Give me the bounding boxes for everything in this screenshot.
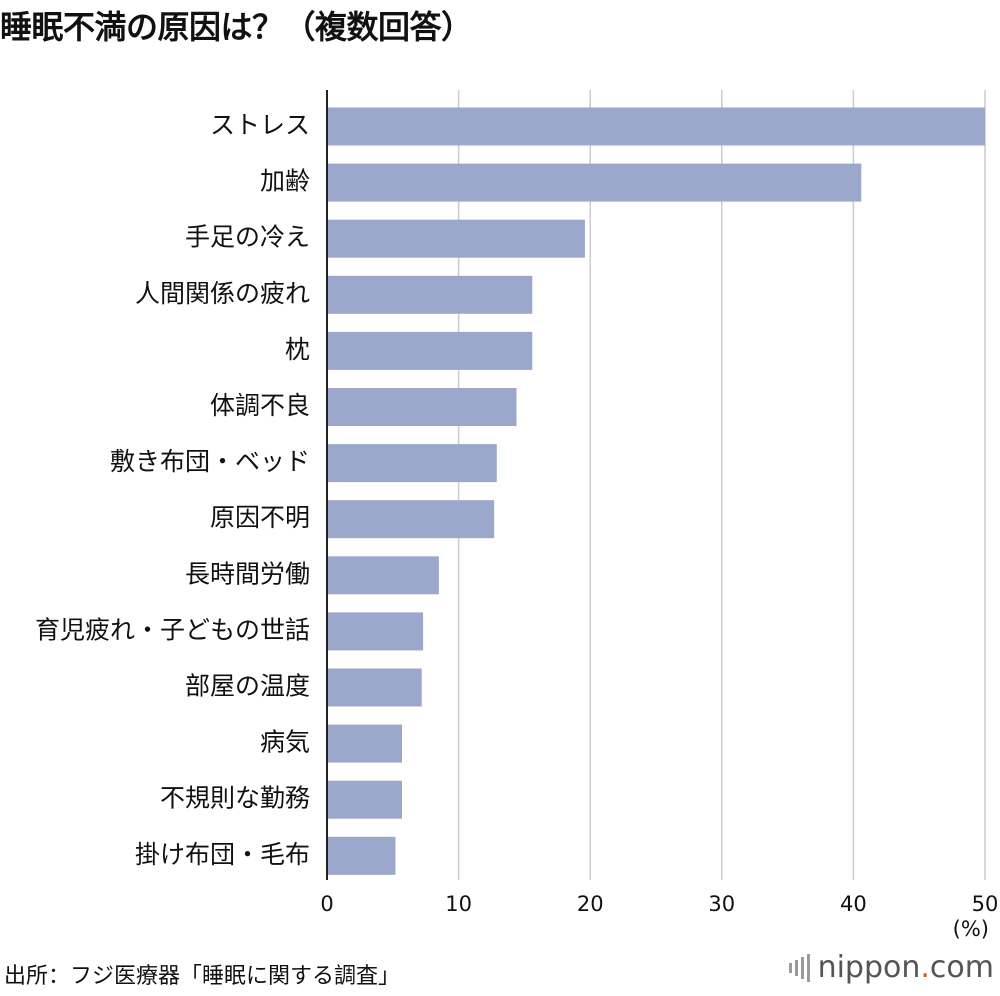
bar bbox=[327, 444, 497, 483]
x-tick-label: 10 bbox=[445, 892, 472, 916]
bar bbox=[327, 163, 862, 202]
chart-title: 睡眠不満の原因は？（複数回答） bbox=[0, 8, 473, 46]
category-label: 体調不良 bbox=[210, 391, 310, 420]
x-tick-label: 20 bbox=[577, 892, 604, 916]
bar bbox=[327, 668, 422, 707]
bar bbox=[327, 219, 585, 258]
source-note: 出所：フジ医療器「睡眠に関する調査」 bbox=[4, 964, 401, 989]
bar bbox=[327, 107, 985, 146]
category-labels: ストレス加齢手足の冷え人間関係の疲れ枕体調不良敷き布団・ベッド原因不明長時間労働… bbox=[35, 111, 310, 869]
bar bbox=[327, 780, 403, 819]
bar bbox=[327, 275, 533, 314]
category-label: 敷き布団・ベッド bbox=[110, 447, 310, 476]
brand-logo: nippon.com bbox=[788, 950, 994, 985]
bar bbox=[327, 836, 396, 875]
bar bbox=[327, 388, 517, 426]
bar bbox=[327, 331, 533, 370]
category-label: 人間関係の疲れ bbox=[135, 279, 310, 308]
category-label: 病気 bbox=[260, 728, 310, 757]
x-unit-label: (%) bbox=[953, 917, 989, 941]
bar bbox=[327, 500, 495, 539]
bar bbox=[327, 556, 439, 595]
x-tick-label: 0 bbox=[320, 892, 333, 916]
category-label: 不規則な勤務 bbox=[160, 784, 310, 813]
category-label: 育児疲れ・子どもの世話 bbox=[35, 615, 310, 644]
x-tick-label: 50 bbox=[972, 892, 999, 916]
category-label: 部屋の温度 bbox=[185, 672, 310, 701]
brand-wordmark: nippon.com bbox=[817, 950, 994, 985]
x-axis: 0 10 20 30 40 50(%) bbox=[320, 90, 998, 941]
bar bbox=[327, 612, 424, 651]
category-label: 加齢 bbox=[260, 167, 310, 196]
category-label: 手足の冷え bbox=[185, 223, 310, 252]
x-tick-label: 30 bbox=[708, 892, 735, 916]
brand-bars-icon bbox=[788, 953, 810, 982]
x-tick-label: 40 bbox=[840, 892, 867, 916]
category-label: ストレス bbox=[210, 111, 310, 140]
bars bbox=[327, 107, 985, 875]
bar bbox=[327, 724, 403, 763]
category-label: 原因不明 bbox=[210, 503, 310, 532]
category-label: 枕 bbox=[285, 335, 310, 364]
category-label: 掛け布団・毛布 bbox=[135, 840, 310, 869]
grid-lines bbox=[457, 90, 986, 880]
category-label: 長時間労働 bbox=[185, 559, 310, 588]
